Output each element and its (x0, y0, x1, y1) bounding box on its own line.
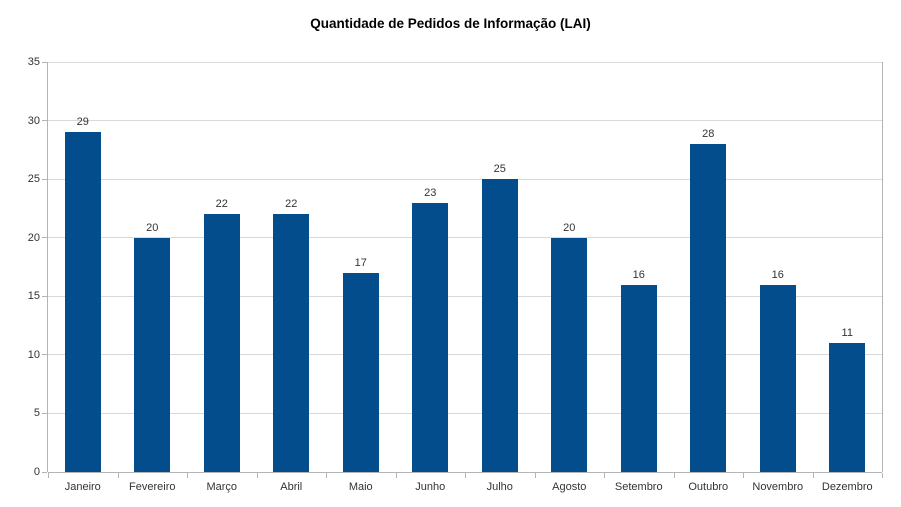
bar-value-label: 29 (76, 116, 89, 128)
x-axis-tick (882, 473, 883, 478)
gridline (48, 295, 882, 297)
gridline (48, 354, 882, 356)
y-axis-tick-label: 15 (27, 290, 40, 303)
bar (204, 214, 240, 472)
gridline (48, 61, 882, 63)
bar (760, 285, 796, 472)
x-axis-tick (465, 473, 466, 478)
x-axis-category-label: Janeiro (64, 481, 101, 493)
x-axis-category-label: Julho (486, 481, 513, 493)
gridline (48, 120, 882, 122)
bar (134, 238, 170, 472)
bar (482, 179, 518, 472)
chart-title: Quantidade de Pedidos de Informação (LAI… (310, 16, 591, 31)
y-axis-tick-label: 0 (33, 466, 40, 478)
x-axis-tick (604, 473, 605, 478)
bar (690, 144, 726, 472)
x-axis-tick (187, 473, 188, 478)
y-axis-tick (42, 61, 47, 63)
x-axis-category-label: Agosto (552, 481, 587, 493)
bar-value-label: 28 (702, 128, 715, 140)
gridline (48, 412, 882, 414)
y-axis-tick-label: 30 (27, 114, 40, 127)
bar-value-label: 22 (285, 198, 298, 210)
y-axis-tick-label: 20 (27, 231, 40, 244)
x-axis-category-label: Junho (415, 481, 446, 493)
x-axis-tick (535, 473, 536, 478)
x-axis-tick (396, 473, 397, 478)
x-axis-tick (48, 473, 49, 478)
y-axis-tick (42, 412, 47, 414)
y-axis-tick (42, 354, 47, 356)
bar (65, 132, 101, 472)
x-axis-category-label: Dezembro (821, 481, 873, 493)
bar (551, 238, 587, 472)
x-axis-tick (674, 473, 675, 478)
y-axis-tick (42, 471, 47, 473)
y-axis-tick-label: 10 (27, 348, 40, 361)
bar (343, 273, 379, 472)
x-axis-tick (326, 473, 327, 478)
x-axis-tick (813, 473, 814, 478)
y-axis-tick (42, 178, 47, 180)
bar-value-label: 11 (841, 327, 853, 339)
x-axis-tick (743, 473, 744, 478)
bar (273, 214, 309, 472)
y-axis-tick (42, 120, 47, 122)
y-axis-tick-label: 5 (33, 407, 40, 420)
x-axis-category-label: Novembro (752, 481, 804, 493)
bar-value-label: 20 (146, 222, 159, 234)
bar-value-label: 25 (493, 163, 506, 175)
gridline (48, 178, 882, 180)
y-axis-line (47, 62, 48, 472)
gridline (48, 237, 882, 239)
x-axis-category-label: Fevereiro (129, 481, 176, 493)
bar (412, 203, 448, 472)
bar-value-label: 22 (215, 198, 228, 210)
x-axis-line (48, 472, 882, 473)
x-axis-category-label: Abril (280, 481, 303, 493)
x-axis-category-label: Maio (348, 481, 373, 493)
x-axis-tick (257, 473, 258, 478)
bar-value-label: 17 (354, 257, 367, 269)
y-axis-tick-label: 25 (27, 173, 40, 186)
y-axis-tick (42, 295, 47, 297)
x-axis-tick (118, 473, 119, 478)
bar (829, 343, 865, 472)
x-axis-category-label: Outubro (688, 481, 729, 493)
x-axis-category-label: Setembro (614, 481, 663, 493)
y-axis-tick (42, 237, 47, 239)
bar (621, 285, 657, 472)
x-axis-category-label: Março (206, 481, 238, 493)
bar-value-label: 23 (424, 187, 437, 199)
bar-value-label: 20 (563, 222, 576, 234)
plot-area: 0 5 10 15 20 25 30 35 29 Janeiro 20 Fevereiro 22 Març… (28, 56, 883, 493)
bar-value-label: 16 (632, 269, 645, 281)
bar-value-label: 16 (771, 269, 784, 281)
y-axis-tick-label: 35 (27, 56, 40, 68)
